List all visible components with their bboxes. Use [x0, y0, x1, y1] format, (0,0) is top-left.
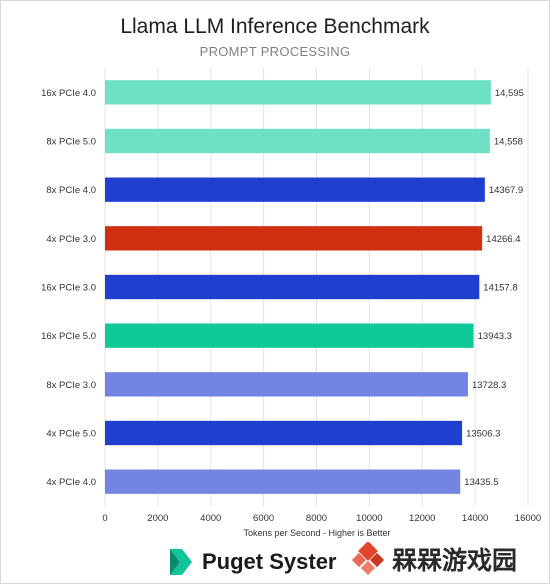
chart-title: Llama LLM Inference Benchmark [120, 15, 430, 38]
bar [105, 469, 461, 494]
bar [105, 80, 491, 105]
x-tick-label: 0 [102, 513, 107, 524]
bar [105, 226, 483, 251]
category-label: 16x PCIe 3.0 [41, 283, 96, 294]
bars [105, 80, 491, 494]
value-label: 14367.9 [489, 185, 523, 196]
value-label: 14,595 [495, 88, 524, 99]
category-label: 8x PCIe 5.0 [46, 137, 96, 148]
labels: 0 2000 4000 6000 8000 10000 12000 14000 16000 16x… [41, 88, 541, 524]
category-label: 4x PCIe 5.0 [46, 429, 96, 440]
value-label: 13943.3 [478, 331, 512, 342]
category-label: 4x PCIe 4.0 [46, 477, 96, 488]
bar [105, 274, 480, 300]
category-label: 16x PCIe 4.0 [41, 88, 96, 99]
watermark-text: 槑槑游戏园 [392, 547, 518, 575]
x-tick-label: 2000 [147, 513, 168, 524]
bar [105, 372, 468, 397]
category-label: 8x PCIe 4.0 [46, 185, 96, 196]
x-tick-label: 16000 [515, 513, 541, 524]
chart-subtitle: PROMPT PROCESSING [199, 44, 351, 59]
value-label: 14266.4 [486, 234, 520, 245]
category-label: 4x PCIe 3.0 [46, 234, 96, 245]
value-label: 14,558 [494, 137, 523, 148]
site-watermark: 槑槑游戏园 [352, 538, 542, 580]
bar [105, 323, 474, 348]
x-tick-label: 8000 [306, 513, 327, 524]
bar [105, 177, 485, 202]
x-tick-label: 4000 [200, 513, 221, 524]
x-tick-label: 10000 [356, 513, 382, 524]
x-axis-title: Tokens per Second - Higher is Better [243, 528, 390, 538]
x-tick-label: 14000 [462, 513, 488, 524]
bar [105, 420, 463, 446]
category-label: 16x PCIe 5.0 [41, 331, 96, 342]
value-label: 13435.5 [464, 477, 498, 488]
x-tick-label: 12000 [409, 513, 435, 524]
puget-systems-logo: Puget Syster [168, 545, 337, 579]
category-label: 8x PCIe 3.0 [46, 380, 96, 391]
value-label: 13506.3 [466, 429, 500, 440]
x-tick-label: 6000 [253, 513, 274, 524]
bar [105, 128, 490, 154]
puget-logo-icon [170, 549, 192, 575]
watermark-icon [352, 542, 385, 576]
logo-text: Puget Syster [202, 549, 337, 574]
value-label: 13728.3 [472, 380, 506, 391]
value-label: 14157.8 [483, 283, 517, 294]
